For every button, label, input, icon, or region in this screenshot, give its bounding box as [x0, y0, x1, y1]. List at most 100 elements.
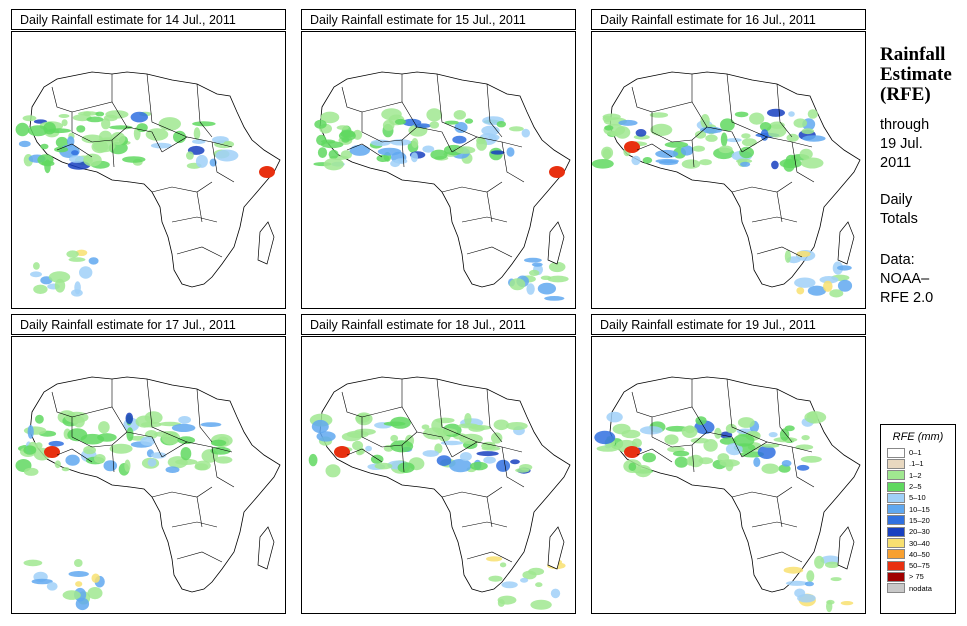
rainfall-area	[74, 559, 83, 567]
rainfall-area	[749, 112, 765, 125]
rainfall-area	[520, 577, 529, 583]
rainfall-area	[501, 581, 518, 589]
legend-item: 15–20	[887, 515, 955, 526]
rainfall-area	[639, 426, 663, 435]
rainfall-area	[483, 456, 496, 464]
rainfall-area	[719, 437, 737, 445]
madagascar-outline	[837, 221, 855, 265]
country-border	[486, 388, 503, 443]
rainfall-area	[801, 435, 810, 441]
rainfall-area	[784, 250, 791, 263]
rainfall-area	[83, 111, 91, 117]
rainfall-area	[192, 121, 216, 127]
legend-swatch	[887, 492, 905, 503]
rainfall-area	[23, 467, 39, 476]
rainfall-area	[61, 119, 68, 127]
country-border	[161, 441, 233, 458]
rainfall-area	[481, 442, 497, 450]
rainfall-area	[453, 110, 466, 120]
rainfall-area	[544, 296, 565, 301]
country-border	[751, 216, 798, 223]
legend-swatch	[887, 571, 905, 582]
rainfall-area	[223, 141, 231, 146]
rainfall-area	[47, 128, 71, 134]
country-border	[176, 246, 223, 258]
country-border	[466, 246, 513, 258]
country-border	[756, 551, 803, 563]
rainfall-area	[739, 146, 754, 159]
legend-item: 20–30	[887, 526, 955, 537]
rainfall-area	[493, 419, 509, 431]
country-border	[706, 126, 743, 153]
rainfall-area	[125, 412, 134, 424]
rainfall-area	[786, 133, 799, 142]
rainfall-area	[604, 125, 614, 131]
data-source-block: Data: NOAA– RFE 2.0	[880, 251, 965, 308]
rainfall-area	[145, 128, 169, 141]
rainfall-area	[631, 155, 641, 166]
country-border	[776, 83, 793, 138]
rainfall-area	[688, 454, 704, 468]
rainfall-area	[336, 125, 349, 130]
rainfall-area	[65, 454, 80, 466]
rainfall-map	[591, 336, 866, 614]
rainfall-area	[374, 462, 393, 470]
rainfall-area	[529, 269, 540, 276]
rainfall-area	[27, 125, 48, 137]
africa-outline	[319, 376, 571, 593]
rainfall-map	[301, 336, 576, 614]
country-border	[486, 191, 493, 223]
rainfall-area	[509, 126, 524, 132]
rainfall-area	[740, 161, 751, 167]
rainfall-area	[830, 577, 842, 582]
rainfall-area	[54, 146, 69, 153]
country-border	[56, 448, 93, 463]
rainfall-area	[455, 146, 476, 154]
rainfall-area	[824, 561, 840, 568]
country-border	[341, 86, 363, 132]
rainfall-area	[497, 599, 505, 607]
rainfall-area	[22, 115, 37, 122]
panel-title: Daily Rainfall estimate for 14 Jul., 201…	[11, 9, 286, 30]
rainfall-area	[355, 413, 370, 423]
panel-title: Daily Rainfall estimate for 15 Jul., 201…	[301, 9, 576, 30]
rfe-legend: RFE (mm) 0–1.1–1 1–2 2–5 5–10 10–15 15–20 20–3…	[880, 424, 956, 614]
country-border	[71, 431, 128, 448]
country-border	[461, 521, 508, 528]
rainfall-area	[499, 562, 507, 568]
country-border	[726, 378, 768, 443]
rainfall-area	[793, 118, 808, 128]
rainfall-area	[397, 462, 415, 473]
country-border	[151, 181, 213, 193]
rainfall-area	[180, 447, 192, 461]
rainfall-area	[126, 427, 134, 442]
rainfall-area	[195, 154, 208, 168]
rainfall-area	[464, 413, 472, 426]
rainfall-area	[122, 156, 146, 163]
rainfall-area	[826, 600, 833, 613]
legend-swatch	[887, 504, 905, 515]
rainfall-area	[725, 423, 737, 434]
rainfall-area	[37, 154, 54, 166]
rainfall-area	[602, 148, 612, 160]
rainfall-area	[193, 127, 201, 140]
rainfall-area	[31, 578, 53, 585]
rainfall-area	[618, 119, 638, 126]
rainfall-area	[328, 149, 339, 159]
rainfall-area	[314, 119, 327, 129]
rainfall-area	[796, 464, 810, 471]
country-border	[501, 446, 525, 488]
country-border	[791, 141, 815, 183]
rainfall-area	[526, 283, 535, 295]
rainfall-area	[382, 119, 395, 131]
rainfall-map	[301, 31, 576, 309]
africa-map	[15, 71, 281, 297]
rainfall-area	[394, 118, 407, 125]
rainfall-area	[705, 134, 718, 142]
rainfall-area	[177, 436, 196, 445]
country-border	[126, 431, 163, 458]
rainfall-area	[210, 446, 231, 455]
country-border	[691, 139, 695, 168]
country-border	[341, 391, 363, 437]
rainfall-area	[658, 160, 678, 166]
